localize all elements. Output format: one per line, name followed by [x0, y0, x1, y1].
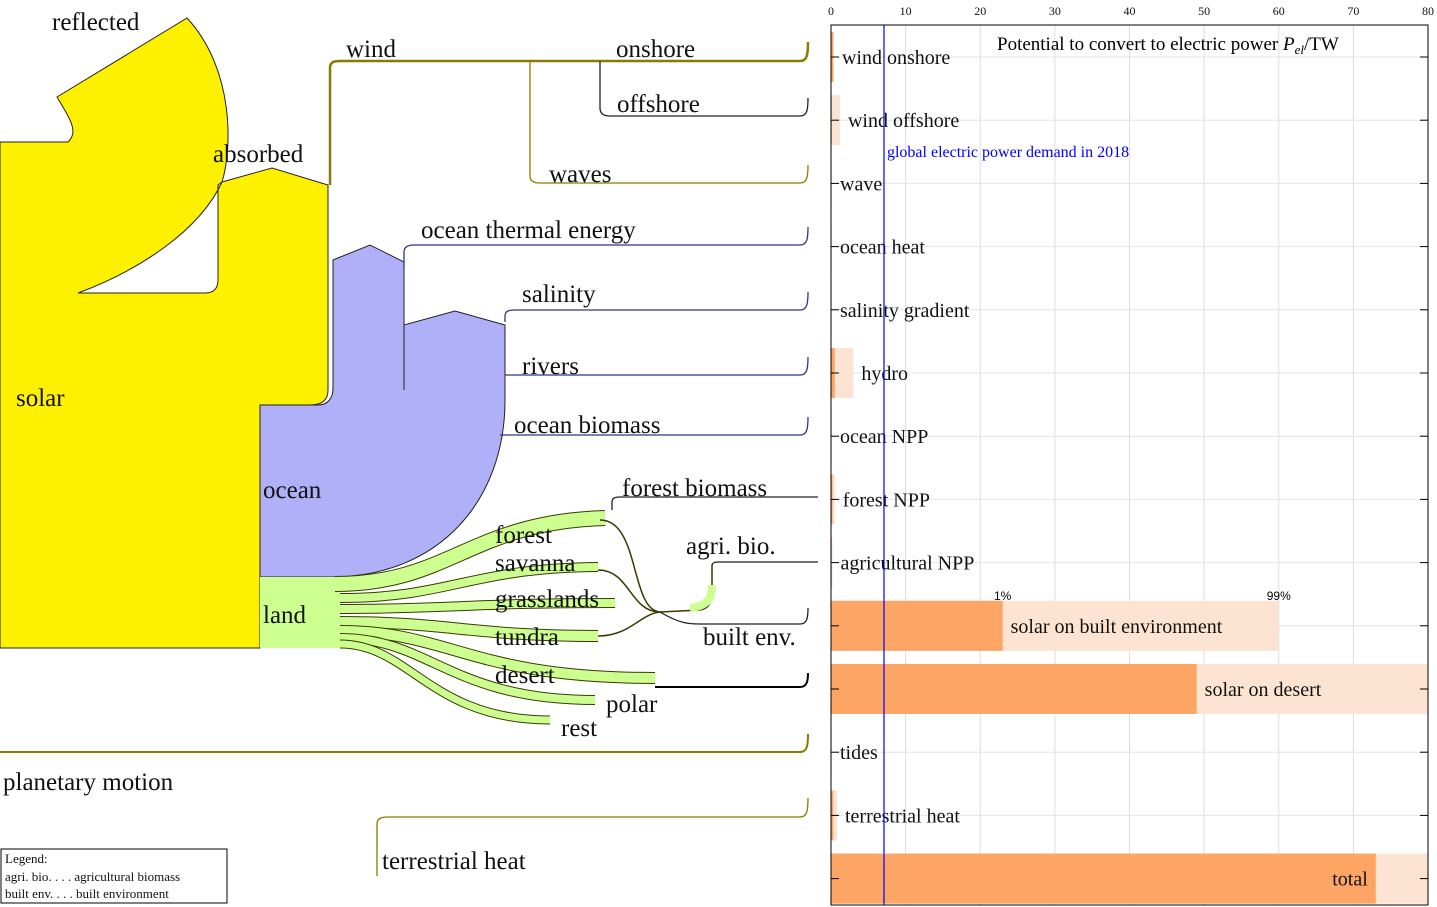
agri-flow — [689, 584, 716, 612]
flow-line — [611, 496, 818, 510]
node-label: onshore — [616, 36, 695, 63]
x-tick-label: 80 — [1422, 4, 1434, 18]
node-label: rest — [561, 715, 597, 742]
agri-flow — [597, 611, 661, 637]
node-label: ocean thermal energy — [421, 217, 636, 244]
node-label: savanna — [495, 550, 576, 577]
agri-flow — [597, 569, 661, 613]
ocean-flow — [259, 244, 506, 578]
plot-frame — [830, 24, 1429, 906]
flow-line — [529, 61, 809, 184]
legend-entry: agri. bio. . . . agricultural biomass — [5, 869, 180, 884]
land-flow — [260, 577, 340, 648]
node-label: grasslands — [495, 586, 599, 613]
title-symbol: P — [1282, 34, 1295, 55]
branch — [339, 634, 596, 704]
reference-label: global electric power demand in 2018 — [887, 144, 1129, 161]
sankey-diagram: reflected absorbed wind onshore offshore… — [0, 9, 818, 904]
bar — [831, 348, 854, 398]
category-label: hydro — [861, 363, 908, 385]
node-label: desert — [495, 662, 555, 689]
solar-flow — [0, 17, 329, 649]
node-label: polar — [606, 691, 658, 718]
flow-line — [328, 41, 810, 185]
chart-title: Potential to convert to electric power P… — [997, 34, 1339, 57]
branch — [339, 617, 599, 641]
node-label: ocean — [263, 477, 322, 504]
category-label: wave — [840, 173, 882, 195]
node-label: terrestrial heat — [382, 848, 526, 875]
legend-title: Legend: — [5, 851, 48, 866]
category-label: ocean heat — [840, 237, 925, 259]
x-tick-label: 10 — [900, 4, 912, 18]
x-tick-label: 40 — [1124, 4, 1136, 18]
node-label: agri. bio. — [686, 533, 776, 560]
node-label: salinity — [522, 281, 596, 308]
branch — [334, 511, 606, 591]
node-label: planetary motion — [3, 769, 174, 796]
category-label: forest NPP — [843, 489, 930, 511]
bar — [831, 853, 1376, 904]
flow-line — [505, 356, 809, 376]
node-label: tundra — [495, 624, 559, 651]
flow-line — [376, 797, 809, 876]
flow-line — [500, 416, 809, 436]
title-text: Potential to convert to electric power — [997, 34, 1279, 55]
land-branches — [334, 510, 716, 725]
category-label: wind offshore — [848, 110, 959, 132]
category-label: agricultural NPP — [840, 553, 974, 575]
node-label: rivers — [522, 353, 579, 380]
branch — [339, 563, 599, 602]
node-label: forest biomass — [622, 475, 767, 502]
node-label: wind — [346, 36, 397, 63]
title-subscript: el — [1295, 42, 1305, 57]
branch — [339, 626, 656, 683]
x-tick-label: 60 — [1273, 4, 1285, 18]
node-label: land — [263, 602, 307, 629]
x-tick-label: 50 — [1198, 4, 1210, 18]
percent-label: 1% — [994, 589, 1012, 603]
node-label: forest — [495, 522, 552, 549]
flow-line — [0, 733, 809, 753]
category-label: total — [1332, 869, 1368, 891]
category-label: salinity gradient — [840, 300, 970, 322]
title-unit: /TW — [1304, 34, 1339, 55]
flow-line — [655, 672, 809, 688]
flow-lines — [0, 41, 818, 876]
category-label: solar on built environment — [1011, 616, 1223, 638]
bar-chart: 0 10 20 30 40 50 60 70 80 wind onshore wind offsho… — [828, 4, 1434, 906]
legend-entry: built env. . . . built environment — [5, 886, 169, 901]
flow-line — [403, 226, 809, 270]
node-label: reflected — [52, 9, 140, 36]
x-tick-label: 0 — [828, 4, 834, 18]
bar — [831, 600, 1003, 651]
x-tick-label: 20 — [974, 4, 986, 18]
flow-line — [599, 61, 809, 117]
flow-line — [659, 607, 809, 625]
legend-box — [0, 848, 228, 904]
node-label: ocean biomass — [514, 412, 660, 439]
category-label: wind onshore — [842, 47, 950, 69]
node-label: absorbed — [213, 141, 304, 168]
node-label: offshore — [617, 91, 700, 118]
flow-line — [504, 291, 809, 322]
gap — [77, 181, 223, 294]
category-label: tides — [840, 742, 878, 764]
x-tick-label: 30 — [1049, 4, 1061, 18]
branch — [339, 640, 551, 724]
node-label: built env. — [703, 624, 796, 651]
node-label: solar — [16, 385, 65, 412]
flow-line — [711, 561, 818, 567]
branch — [339, 599, 616, 613]
x-tick-label: 70 — [1347, 4, 1359, 18]
bar — [831, 664, 1197, 714]
node-label: waves — [549, 161, 611, 188]
category-label: terrestrial heat — [845, 805, 960, 827]
percent-label: 99% — [1267, 589, 1291, 603]
category-label: solar on desert — [1205, 679, 1322, 701]
